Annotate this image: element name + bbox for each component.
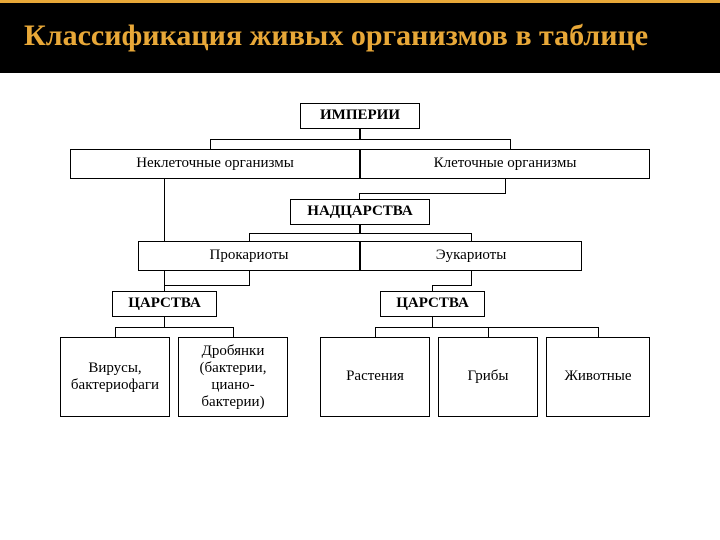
classification-diagram: ИМПЕРИИ Неклеточные организмыКлеточные ор…: [0, 73, 720, 503]
connector-line: [375, 327, 376, 337]
connector-line: [164, 317, 165, 327]
node-kingdoms_left: ЦАРСТВА: [112, 291, 217, 317]
connector-line: [115, 327, 233, 328]
connector-line: [359, 193, 506, 194]
connector-line: [210, 139, 211, 149]
node-animals: Животные: [546, 337, 650, 417]
connector-line: [359, 225, 361, 233]
connector-line: [598, 327, 599, 337]
connector-line: [233, 327, 234, 337]
slide-header: Классификация живых организмов в таблице: [0, 0, 720, 73]
node-eukaryotes: Эукариоты: [360, 241, 582, 271]
node-superkingdoms: НАДЦАРСТВА: [290, 199, 430, 225]
node-plants: Растения: [320, 337, 430, 417]
connector-line: [115, 327, 116, 337]
connector-line: [164, 179, 165, 291]
connector-line: [432, 317, 433, 327]
connector-line: [510, 139, 511, 149]
connector-line: [505, 179, 506, 193]
connector-line: [359, 129, 361, 139]
connector-line: [249, 233, 471, 234]
connector-line: [471, 271, 472, 285]
connector-line: [165, 285, 250, 286]
connector-line: [471, 233, 472, 241]
node-prokaryotes: Прокариоты: [138, 241, 360, 271]
node-cellular: Клеточные организмы: [360, 149, 650, 179]
connector-line: [249, 233, 250, 241]
connector-line: [375, 327, 598, 328]
node-empires: ИМПЕРИИ: [300, 103, 420, 129]
connector-line: [210, 139, 510, 140]
connector-line: [432, 285, 472, 286]
slide-title: Классификация живых организмов в таблице: [24, 17, 696, 55]
node-kingdoms_right: ЦАРСТВА: [380, 291, 485, 317]
connector-line: [488, 327, 489, 337]
connector-line: [249, 271, 250, 285]
node-fungi: Грибы: [438, 337, 538, 417]
node-noncellular: Неклеточные организмы: [70, 149, 360, 179]
node-drobyanki: Дробянки (бактерии, циано-бактерии): [178, 337, 288, 417]
node-viruses: Вирусы, бактериофаги: [60, 337, 170, 417]
